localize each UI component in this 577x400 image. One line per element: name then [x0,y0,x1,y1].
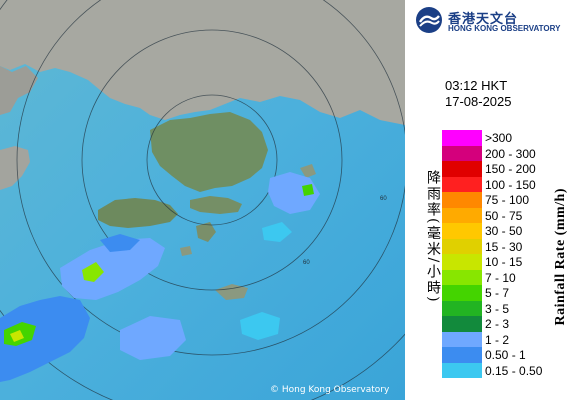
legend-swatch [442,145,482,161]
legend-label: 10 - 15 [485,255,523,269]
rain-echo-sw [0,296,90,382]
legend-label: 0.15 - 0.50 [485,363,543,378]
western-land-lower [0,146,30,190]
radar-map-image: 60 60 [0,0,405,400]
rain-echo-central-2 [100,234,140,252]
legend-label: 75 - 100 [485,193,530,207]
range-rings [0,0,405,400]
western-land [0,66,38,115]
legend-title-zh: 降雨率(毫米/小時) [425,170,441,304]
observation-time: 03:12 HKT [445,78,508,93]
legend-swatch [442,362,482,378]
legend-label: 150 - 200 [485,162,536,176]
legend-swatch [442,192,482,208]
small-island-3 [300,164,316,178]
legend-label: 1 - 2 [485,332,510,347]
range-ring-label-2: 60 [303,260,310,266]
hko-logo-icon [416,7,442,33]
legend-label: 100 - 150 [485,177,536,192]
legend-swatch [442,300,482,316]
hk-island [190,196,242,214]
legend-swatch [442,331,482,347]
lamma-island [196,222,216,242]
legend-swatch [442,223,482,239]
legend-swatch [442,316,482,332]
legend-label: >300 [485,131,513,145]
rain-echo-central [60,238,165,300]
legend-swatch [442,130,482,146]
legend-label: 7 - 10 [485,270,516,285]
legend-label: 15 - 30 [485,239,523,254]
lantau-island [98,198,178,228]
range-ring-label: 60 [380,196,387,202]
legend-label: 0.50 - 1 [485,348,526,362]
info-panel: 香港天文台 HONG KONG OBSERVATORY 03:12 HKT 17… [405,0,577,400]
mainland-land [0,0,405,125]
rain-echo-central-green [82,262,104,282]
legend-swatch [442,207,482,223]
legend-swatch [442,161,482,177]
legend-swatch [442,238,482,254]
legend-title-en: Rainfall Rate (mm/h) [553,188,568,326]
legend-swatch [442,269,482,285]
org-name-en: HONG KONG OBSERVATORY [448,24,561,33]
legend-label: 3 - 5 [485,301,510,316]
small-island-1 [215,284,248,300]
legend-swatch [442,347,482,363]
observation-date: 17-08-2025 [445,94,512,109]
radar-map: 60 60 © Hong Kong Observatory [0,0,405,400]
legend-label: 30 - 50 [485,224,523,238]
legend-label: 50 - 75 [485,208,523,223]
legend-label: 5 - 7 [485,286,510,300]
small-island-2 [180,246,192,256]
org-name-zh: 香港天文台 [448,12,519,27]
legend-swatch [442,254,482,270]
rain-echo-south [120,316,186,360]
rain-echo-sw-yellow [10,330,24,342]
rain-echo-east-green [302,184,314,196]
rain-echoes [0,172,320,382]
legend-label: 2 - 3 [485,317,510,331]
rain-echo-east [268,172,320,214]
rain-echo-east-small [262,222,292,242]
legend-label: 200 - 300 [485,146,536,161]
legend-swatch [442,176,482,192]
copyright-text: © Hong Kong Observatory [270,385,390,395]
new-territories [150,112,268,192]
legend-swatch [442,285,482,301]
rain-echo-se [240,312,280,340]
